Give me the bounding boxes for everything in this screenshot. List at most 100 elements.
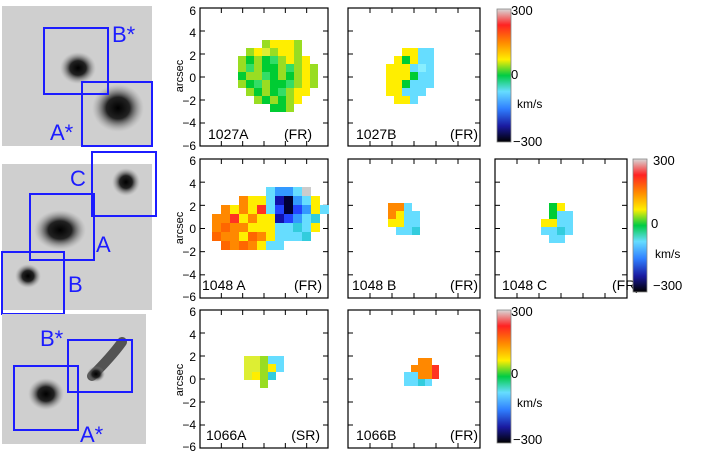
velocity-pixel: [311, 196, 320, 205]
velocity-pixel: [239, 232, 248, 241]
velocity-pixel: [418, 56, 426, 64]
panel-name-label: 1027B: [356, 126, 396, 142]
velocity-pixel: [549, 219, 557, 227]
velocity-pixel: [212, 232, 221, 241]
panel-name-label: 1048 A: [202, 277, 246, 293]
velocity-pixel: [254, 88, 262, 96]
y-tick-label: 0: [189, 71, 196, 85]
velocity-pixel: [432, 372, 439, 379]
velocity-panel: [199, 158, 329, 299]
velocity-pixel: [230, 232, 239, 241]
velocity-pixel: [260, 364, 268, 372]
y-tick-labels-row-2: 6 4 2 0 −2 −4 −6: [182, 154, 196, 304]
thumbnail-box-c: [91, 151, 157, 217]
velocity-pixel: [270, 96, 278, 104]
y-axis-unit-label: arcsec: [174, 211, 186, 244]
y-tick-label: −6: [182, 440, 196, 454]
velocity-pixel: [221, 223, 230, 232]
velocity-pixel: [386, 80, 394, 88]
velocity-pixel: [230, 205, 239, 214]
panel-name-label: 1027A: [208, 126, 249, 142]
velocity-pixel: [262, 40, 270, 48]
velocity-pixel: [410, 72, 418, 80]
velocity-pixel: [412, 211, 420, 219]
velocity-pixel: [270, 48, 278, 56]
velocity-pixel: [311, 214, 320, 223]
velocity-pixel: [426, 72, 434, 80]
velocity-pixel: [254, 80, 262, 88]
velocity-pixel: [310, 72, 318, 80]
velocity-pixel: [410, 96, 418, 104]
velocity-pixel: [239, 205, 248, 214]
velocity-pixel: [294, 56, 302, 64]
velocity-pixel: [268, 356, 276, 364]
velocity-pixel: [293, 187, 302, 196]
velocity-pixel: [278, 64, 286, 72]
velocity-pixel: [302, 72, 310, 80]
velocity-pixel: [221, 232, 230, 241]
velocity-panel: [347, 309, 481, 449]
velocity-pixel: [284, 196, 293, 205]
velocity-pixel: [230, 214, 239, 223]
velocity-pixel: [565, 219, 573, 227]
velocity-pixel: [212, 214, 221, 223]
velocity-pixel: [418, 72, 426, 80]
velocity-pixel: [239, 196, 248, 205]
velocity-pixel: [294, 88, 302, 96]
velocity-pixel: [254, 96, 262, 104]
velocity-pixel: [262, 96, 270, 104]
velocity-pixel: [284, 223, 293, 232]
y-tick-label: −6: [182, 290, 196, 304]
panel-mode-label: (FR): [450, 427, 478, 443]
velocity-pixel: [293, 196, 302, 205]
y-tick-label: −2: [182, 245, 196, 259]
velocity-pixel: [276, 356, 284, 364]
panel-name-label: 1066A: [206, 427, 247, 443]
velocity-pixel: [278, 96, 286, 104]
velocity-pixel: [270, 72, 278, 80]
velocity-pixel: [541, 219, 549, 227]
y-tick-label: 0: [189, 373, 196, 387]
y-tick-label: 6: [189, 154, 196, 168]
velocity-pixel: [257, 214, 266, 223]
velocity-pixel: [275, 241, 284, 250]
velocity-pixel: [262, 88, 270, 96]
thumbnail-row-2: C A B: [1, 151, 157, 315]
velocity-pixel: [257, 196, 266, 205]
colorbar-max-label: 300: [511, 304, 533, 319]
panel-mode-label: (FR): [284, 126, 312, 142]
velocity-pixel: [302, 56, 310, 64]
colorbar-min-label: −300: [513, 432, 542, 447]
colorbar-row-1: 300 0 km/s −300: [496, 3, 542, 149]
velocity-pixel: [244, 372, 252, 380]
velocity-pixel: [278, 72, 286, 80]
velocity-pixel: [257, 205, 266, 214]
panel-mode-label: (FR): [450, 126, 478, 142]
velocity-pixel: [248, 196, 257, 205]
panel-mode-label: (SR): [291, 427, 320, 443]
velocity-pixel: [270, 64, 278, 72]
velocity-pixel: [565, 227, 573, 235]
velocity-pixel: [302, 205, 311, 214]
velocity-pixel: [404, 203, 412, 211]
galaxy-b-image: [15, 264, 41, 288]
velocity-pixel: [410, 48, 418, 56]
velocity-pixel: [320, 205, 329, 214]
velocity-pixel: [404, 219, 412, 227]
y-tick-label: 2: [189, 350, 196, 364]
velocity-pixel: [266, 187, 275, 196]
velocity-pixel: [286, 88, 294, 96]
y-tick-label: 4: [189, 328, 196, 342]
velocity-pixel: [238, 56, 246, 64]
velocity-pixel: [294, 48, 302, 56]
velocity-pixel: [270, 88, 278, 96]
velocity-pixel: [266, 205, 275, 214]
velocity-pixel: [262, 64, 270, 72]
velocity-pixel: [394, 96, 402, 104]
velocity-pixel: [311, 205, 320, 214]
velocity-pixel: [254, 48, 262, 56]
velocity-pixel: [388, 203, 396, 211]
velocity-pixel: [244, 364, 252, 372]
velocity-pixel: [239, 223, 248, 232]
velocity-panel: [494, 158, 628, 299]
